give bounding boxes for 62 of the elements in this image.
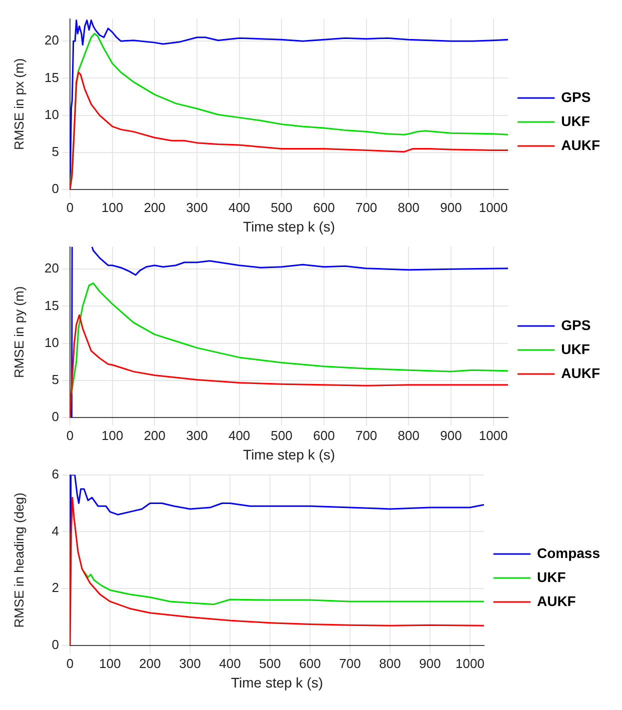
x-tick-label: 800 <box>398 428 420 443</box>
x-tick-label: 0 <box>66 428 74 443</box>
y-tick-label: 0 <box>52 637 59 652</box>
x-tick-label: 400 <box>228 428 250 443</box>
x-axis-title: Time step k (s) <box>230 674 324 690</box>
x-tick-label: 300 <box>186 200 208 215</box>
x-axis-title: Time step k (s) <box>243 218 336 234</box>
legend-label: AUKF <box>561 136 600 153</box>
x-tick-label: 400 <box>219 656 241 671</box>
x-tick-label: 600 <box>313 428 335 443</box>
x-tick-label: 100 <box>101 200 124 215</box>
x-tick-label: 300 <box>186 428 208 443</box>
x-tick-label: 500 <box>270 428 292 443</box>
x-tick-label: 500 <box>259 656 281 671</box>
y-axis-title: RMSE in py (m) <box>11 286 26 378</box>
legend-label: UKF <box>561 112 590 129</box>
y-axis-title: RMSE in heading (deg) <box>11 492 26 628</box>
x-tick-label: 500 <box>270 200 292 215</box>
x-tick-label: 900 <box>440 428 462 443</box>
x-tick-label: 600 <box>299 656 321 671</box>
x-tick-label: 200 <box>144 428 166 443</box>
x-tick-label: 600 <box>313 200 335 215</box>
legend-label: AUKF <box>536 592 576 609</box>
y-tick-label: 0 <box>52 181 59 196</box>
x-axis-title: Time step k (s) <box>243 446 336 462</box>
x-tick-label: 400 <box>228 200 250 215</box>
x-tick-label: 900 <box>440 200 462 215</box>
y-tick-label: 6 <box>52 466 59 482</box>
x-tick-label: 1000 <box>478 428 508 443</box>
y-tick-label: 20 <box>44 260 59 276</box>
x-tick-label: 100 <box>101 428 124 443</box>
y-tick-label: 5 <box>52 144 59 160</box>
x-tick-label: 200 <box>139 656 161 671</box>
x-tick-label: 800 <box>379 656 401 671</box>
legend-label: GPS <box>561 316 591 333</box>
legend-label: GPS <box>561 88 591 105</box>
y-tick-label: 20 <box>44 32 59 48</box>
legend-label: Compass <box>536 544 600 561</box>
x-tick-label: 1000 <box>456 656 484 671</box>
y-tick-label: 2 <box>52 580 59 596</box>
legend-label: AUKF <box>561 364 600 381</box>
x-tick-label: 100 <box>99 656 121 671</box>
x-tick-label: 1000 <box>478 200 508 215</box>
x-tick-label: 300 <box>179 656 201 671</box>
x-tick-label: 0 <box>66 200 74 215</box>
y-tick-label: 10 <box>44 334 59 350</box>
y-tick-label: 4 <box>52 523 59 538</box>
x-tick-label: 700 <box>355 428 378 443</box>
x-tick-label: 900 <box>419 656 441 671</box>
y-tick-label: 15 <box>44 70 59 85</box>
x-tick-label: 0 <box>66 656 74 671</box>
y-tick-label: 0 <box>52 409 59 424</box>
x-tick-label: 700 <box>339 656 361 671</box>
y-axis-title: RMSE in px (m) <box>11 58 26 150</box>
y-tick-label: 15 <box>44 298 59 313</box>
x-tick-label: 700 <box>355 200 378 215</box>
y-tick-label: 5 <box>52 372 59 388</box>
legend-label: UKF <box>536 568 566 585</box>
x-tick-label: 200 <box>144 200 166 215</box>
x-tick-label: 800 <box>398 200 420 215</box>
y-tick-label: 10 <box>44 106 59 122</box>
legend-label: UKF <box>561 340 590 357</box>
